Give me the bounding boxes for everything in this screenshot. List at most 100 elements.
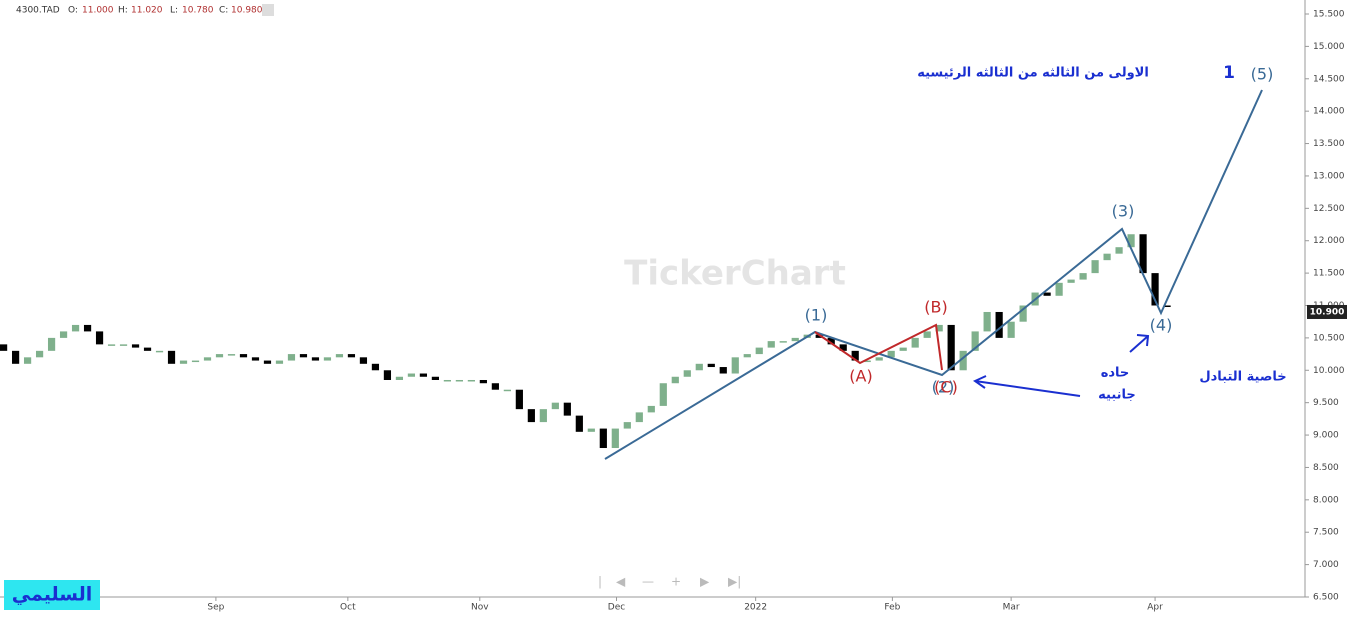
y-tick-label: 11.500 xyxy=(1313,269,1345,279)
candle-body xyxy=(503,389,511,392)
x-tick-label: Nov xyxy=(471,603,489,613)
candle-body xyxy=(707,363,715,368)
candle-body xyxy=(515,389,523,410)
candle-body xyxy=(323,357,332,361)
y-tick-label: 15.000 xyxy=(1313,42,1345,52)
candle-body xyxy=(131,344,140,348)
ohlc-label: O: xyxy=(68,6,78,16)
candle-body xyxy=(695,363,703,371)
nav-button[interactable]: ▶ xyxy=(700,575,710,589)
author: السليمي xyxy=(12,584,92,606)
y-tick-label: 14.000 xyxy=(1313,107,1345,117)
candle-body xyxy=(311,357,320,361)
candle-body xyxy=(227,354,236,356)
candle-body xyxy=(899,347,907,351)
wave-label: (C) xyxy=(934,378,958,397)
note: الاولى من الثالثه من الثالثه الرئيسيه xyxy=(917,66,1149,81)
candle-body xyxy=(251,357,260,361)
candle-body xyxy=(527,409,535,423)
candle-body xyxy=(743,354,751,358)
wave-label: (2) xyxy=(932,378,955,397)
candle-body xyxy=(239,354,248,358)
nav-button[interactable]: | xyxy=(598,575,602,589)
candle-body xyxy=(479,379,487,384)
candle-body xyxy=(443,379,451,382)
candle-body xyxy=(887,350,895,358)
candle-body xyxy=(935,324,943,332)
ohlc-value: 11.020 xyxy=(131,6,163,16)
candle-body xyxy=(407,373,416,377)
candle-body xyxy=(1019,305,1027,322)
candle-body xyxy=(947,324,955,371)
candle-body xyxy=(11,350,20,364)
candle-body xyxy=(71,324,80,332)
arrow-head xyxy=(1136,334,1150,347)
candle-body xyxy=(839,344,847,351)
watermark: TickerChart xyxy=(624,254,846,294)
nav-button[interactable]: ◀ xyxy=(616,575,626,589)
candle-body xyxy=(779,341,787,343)
candle-body xyxy=(23,357,32,364)
candle-body xyxy=(191,360,200,363)
ohlc-label: H: xyxy=(118,6,128,16)
candle-body xyxy=(1055,282,1063,296)
nav-button[interactable]: — xyxy=(642,575,654,589)
candle-body xyxy=(1091,260,1099,274)
y-tick-label: 8.000 xyxy=(1313,495,1339,505)
ohlc-value: 10.980 xyxy=(231,6,263,16)
wave-label: (1) xyxy=(805,306,828,325)
y-tick-label: 15.500 xyxy=(1313,10,1345,20)
candle-body xyxy=(275,360,284,364)
x-tick-label: Oct xyxy=(340,603,356,613)
nav-button[interactable]: ▶| xyxy=(728,575,741,589)
candle-body xyxy=(647,405,655,413)
candle-body xyxy=(167,350,176,364)
candle-body xyxy=(719,367,727,374)
arrow-head xyxy=(972,375,987,389)
candle-body xyxy=(1103,253,1111,261)
navigator: | ◀ — + ▶ ▶| xyxy=(598,575,741,589)
candle-body xyxy=(767,341,775,348)
candle-body xyxy=(35,350,44,358)
candle-body xyxy=(623,422,631,429)
wave-label: (B) xyxy=(924,298,947,317)
y-tick-label: 13.000 xyxy=(1313,171,1345,181)
candle-body xyxy=(83,324,92,332)
candle-body xyxy=(791,337,799,342)
candle-body xyxy=(659,383,667,406)
arrow xyxy=(1129,335,1149,353)
candle-body xyxy=(263,360,272,364)
menu-button[interactable] xyxy=(262,4,274,16)
ohlc-value: 10.780 xyxy=(182,6,214,16)
candle-body xyxy=(971,331,979,351)
correction-line xyxy=(814,323,943,371)
candle-body xyxy=(983,311,991,332)
candle-body xyxy=(815,334,823,338)
nav-button[interactable]: + xyxy=(671,575,681,589)
candle-body xyxy=(155,350,164,353)
ohlc-label: L: xyxy=(170,6,178,16)
candle-body xyxy=(347,354,356,358)
candle-body xyxy=(731,357,739,374)
candle-body xyxy=(875,357,883,361)
y-tick-label: 10.000 xyxy=(1313,366,1345,376)
candle-body xyxy=(1007,321,1015,338)
candle-body xyxy=(995,311,1003,338)
wave-label: (5) xyxy=(1251,65,1274,84)
y-tick-label: 7.500 xyxy=(1313,528,1339,538)
candle-body xyxy=(179,360,188,364)
candle-body xyxy=(863,360,871,363)
candle-body xyxy=(95,331,104,345)
x-tick-label: 2022 xyxy=(744,603,767,613)
candle-body xyxy=(371,363,380,371)
candle-body xyxy=(851,350,859,361)
wave-line xyxy=(604,89,1263,460)
candle-body xyxy=(143,347,152,351)
x-tick-label: Sep xyxy=(207,603,224,613)
y-tick-label: 12.500 xyxy=(1313,204,1345,214)
candle-body xyxy=(827,337,835,345)
candle-body xyxy=(359,357,368,364)
wave-label: (4) xyxy=(1150,316,1173,335)
